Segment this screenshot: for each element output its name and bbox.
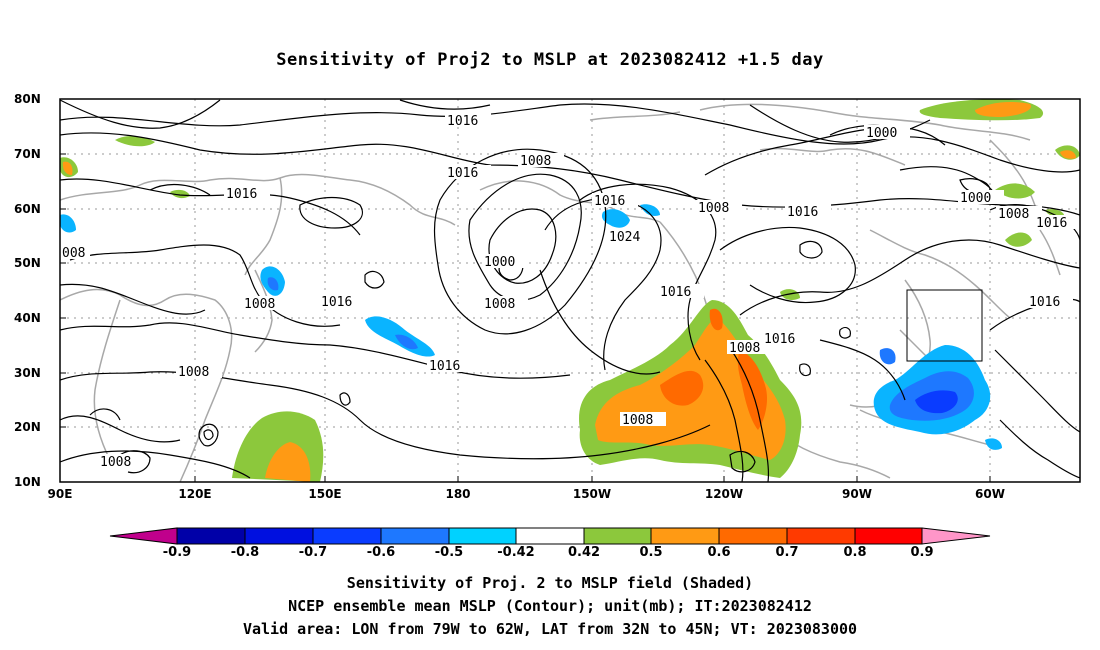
caption-line-2: NCEP ensemble mean MSLP (Contour); unit(…: [288, 597, 812, 615]
map-frame: [59, 98, 1081, 483]
colorbar-label: 0.7: [775, 545, 799, 560]
caption-line-3: Valid area: LON from 79W to 62W, LAT fro…: [242, 620, 858, 638]
colorbar-label: 0.42: [567, 545, 601, 560]
lon-label: 120W: [704, 487, 744, 501]
colorbar-label: -0.9: [162, 545, 192, 560]
lon-label: 180: [445, 487, 471, 501]
colorbar-low-triangle: [109, 527, 178, 545]
colorbar-label: -0.42: [497, 545, 535, 560]
contour-label: 1008: [520, 154, 551, 169]
contour-label: 1024: [609, 230, 640, 245]
colorbar-label: -0.8: [230, 545, 260, 560]
lon-label: 60W: [975, 487, 1005, 501]
contour-label: 1008: [244, 297, 275, 312]
lon-label: 150E: [308, 487, 342, 501]
contour-label: 1016: [447, 166, 478, 181]
lat-label: 60N: [14, 202, 41, 216]
contour-label: 1008: [100, 455, 131, 470]
colorbar-label: -0.7: [298, 545, 328, 560]
caption-line-1: Sensitivity of Proj. 2 to MSLP field (Sh…: [346, 574, 754, 592]
lon-label: 120E: [178, 487, 212, 501]
colorbar-label: 0.8: [843, 545, 867, 560]
valid-area-box: [906, 289, 983, 362]
contour-label: 1016: [660, 285, 691, 300]
contour-label: 1008: [998, 207, 1029, 222]
lat-label: 50N: [14, 256, 41, 270]
map-title: Sensitivity of Proj2 to MSLP at 20230824…: [276, 50, 824, 70]
lat-label: 30N: [14, 366, 41, 380]
colorbar-label: 0.9: [910, 545, 934, 560]
colorbar: [109, 527, 991, 545]
colorbar-label: 0.6: [707, 545, 731, 560]
contour-label: 1016: [1029, 295, 1060, 310]
contour-label: 1016: [429, 359, 460, 374]
contour-label: 1008: [622, 413, 653, 428]
contour-label: 1008: [484, 297, 515, 312]
lat-label: 40N: [14, 311, 41, 325]
mslp-contours: [60, 99, 1080, 482]
colorbar-high-triangle: [921, 527, 991, 545]
contour-label: 1000: [960, 191, 991, 206]
lat-label: 80N: [14, 92, 41, 106]
contour-label: 1016: [594, 194, 625, 209]
contour-label: 1016: [447, 114, 478, 129]
contour-label: 1016: [1036, 216, 1067, 231]
contour-label: 008: [62, 246, 85, 261]
contour-label: 1000: [484, 255, 515, 270]
contour-label: 1016: [321, 295, 352, 310]
contour-labels: 1016 1016 1008 1016 1000 1008 1016 1024 …: [60, 113, 1078, 470]
colorbar-label: -0.6: [366, 545, 396, 560]
lon-label: 150W: [572, 487, 612, 501]
colorbar-label: -0.5: [434, 545, 464, 560]
contour-label: 1016: [226, 187, 257, 202]
contour-label: 1016: [787, 205, 818, 220]
axis-ticks: [60, 153, 991, 482]
contour-label: 1016: [764, 332, 795, 347]
contour-label: 1008: [178, 365, 209, 380]
contour-label: 1000: [866, 126, 897, 141]
contour-label: 1008: [698, 201, 729, 216]
lon-label: 90W: [842, 487, 872, 501]
contour-label: 1008: [729, 341, 760, 356]
lat-label: 10N: [14, 475, 41, 489]
lat-label: 70N: [14, 147, 41, 161]
lat-label: 20N: [14, 420, 41, 434]
lon-label: 90E: [47, 487, 73, 501]
colorbar-label: 0.5: [639, 545, 663, 560]
